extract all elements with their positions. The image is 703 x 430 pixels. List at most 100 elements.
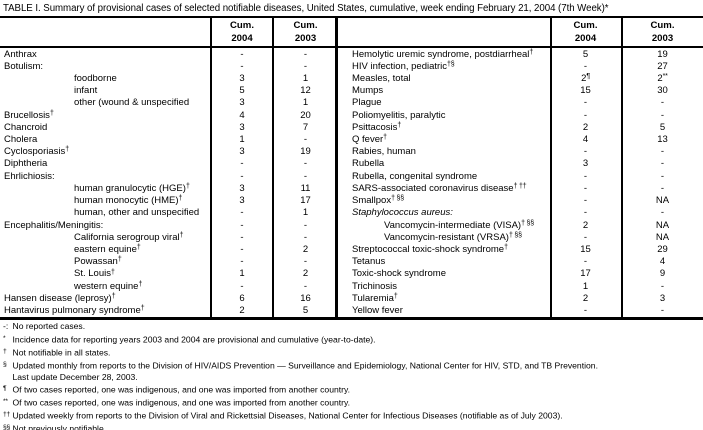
right-table-section: Hemolytic uremic syndrome, postdiarrheal… — [344, 49, 703, 318]
cum-2004-value: 1 — [239, 268, 245, 280]
cum-2003-value: 30 — [657, 85, 668, 97]
table-row: human, other and unspecified - 1 — [0, 207, 340, 219]
cum-2004-value: - — [583, 231, 588, 243]
cum-2003-value: - — [303, 170, 308, 182]
cum-2003-value: 5 — [302, 305, 309, 317]
cum-2004-value: 6 — [239, 292, 245, 304]
cum-2004-value: - — [583, 195, 588, 207]
footnote-line: †† Updated weekly from reports to the Div… — [3, 409, 701, 422]
footnote-text: No reported cases. — [12, 321, 86, 331]
cum-2003-value: - — [303, 280, 308, 292]
table-row: Mumps 15 30 — [344, 85, 703, 97]
disease-label: Tularemia† — [352, 292, 398, 304]
table-row: Ehrlichiosis: - - — [0, 171, 340, 183]
table-row: Smallpox† §§ - NA — [344, 195, 703, 207]
table-row: Diphtheria - - — [0, 158, 340, 170]
footnote-text: Updated monthly from reports to the Divi… — [12, 360, 598, 370]
column-header-year-label: 2004 — [231, 32, 253, 44]
cum-2004-value: 2 — [582, 219, 589, 231]
cum-2003-value: 16 — [300, 292, 311, 304]
cum-2004-value: 3 — [239, 195, 245, 207]
cum-2003-value: 1 — [302, 97, 309, 109]
table-row: Yellow fever - - — [344, 305, 703, 317]
cum-2004-value: 2 — [239, 305, 245, 317]
column-header-year-label: 2003 — [294, 32, 317, 44]
table-row: California serogroup viral† - - — [0, 232, 340, 244]
footnote-marker: † — [3, 347, 7, 355]
table-row: Tetanus - 4 — [344, 256, 703, 268]
column-header-left-2004: Cum. 2004 — [212, 20, 272, 45]
footnote-text: Not previously notifiable. — [12, 423, 107, 430]
footnote-line: Last update December 28, 2003. — [3, 372, 701, 384]
cum-2003-value: - — [660, 146, 665, 158]
disease-label: Brucellosis† — [4, 109, 54, 121]
cum-2003-value: 11 — [300, 182, 311, 194]
cum-2004-value: - — [240, 280, 244, 292]
cum-2004-value: 15 — [580, 244, 591, 255]
disease-label: Smallpox† §§ — [352, 195, 404, 207]
cum-2004-value: 17 — [580, 268, 591, 280]
column-header-right-2004: Cum. 2004 — [552, 20, 619, 45]
disease-label: Rubella, congenital syndrome — [352, 170, 478, 182]
disease-label: Tetanus — [352, 256, 386, 268]
cum-2003-value: 19 — [300, 146, 311, 158]
cum-2004-value: - — [583, 60, 588, 72]
cum-2004-value: 4 — [239, 109, 245, 121]
table-row: Streptococcal toxic-shock syndrome† 15 29 — [344, 244, 703, 256]
cum-2003-value: - — [303, 134, 308, 146]
footnote-line: * Incidence data for reporting years 2003… — [3, 333, 701, 346]
footnote-marker: * — [3, 334, 6, 342]
table-top-rule — [0, 16, 703, 18]
table-row: Cyclosporiasis† 3 19 — [0, 146, 340, 158]
column-header-cum-label: Cum. — [650, 20, 675, 31]
disease-label: Vancomycin-intermediate (VISA)† §§ — [384, 219, 534, 231]
disease-label: St. Louis† — [74, 268, 115, 280]
cum-2003-value: 12 — [300, 85, 311, 97]
disease-label: Measles, total — [352, 72, 411, 84]
footnote-text: Last update December 28, 2003. — [12, 371, 138, 382]
disease-label: Ehrlichiosis: — [4, 170, 55, 182]
table-row: eastern equine† - 2 — [0, 244, 340, 256]
cum-2003-value: - — [660, 97, 665, 109]
cum-2003-value: 3 — [659, 292, 666, 304]
cum-2003-value: 9 — [659, 268, 666, 280]
cum-2004-value: 5 — [582, 48, 589, 60]
disease-label: Trichinosis — [352, 280, 398, 292]
footnote-text: Of two cases reported, one was indigenou… — [12, 397, 351, 408]
table-row: Staphylococcus aureus: - - — [344, 207, 703, 219]
table-row: Q fever† 4 13 — [344, 134, 703, 146]
cum-2004-value: 2¶ — [581, 72, 590, 84]
column-rule — [621, 16, 623, 320]
cum-2003-value: NA — [655, 219, 670, 231]
disease-label: foodborne — [74, 72, 117, 84]
table-row: Hantavirus pulmonary syndrome† 2 5 — [0, 305, 340, 317]
table-row: Vancomycin-resistant (VRSA)† §§ - NA — [344, 232, 703, 244]
cum-2003-value: 1 — [302, 72, 309, 84]
disease-label: California serogroup viral† — [74, 231, 184, 243]
disease-label: Psittacosis† — [352, 121, 402, 133]
table-row: Vancomycin-intermediate (VISA)† §§ 2 NA — [344, 220, 703, 232]
disease-label: Powassan† — [74, 256, 122, 268]
cum-2004-value: 4 — [582, 134, 589, 146]
table-row: Powassan† - - — [0, 256, 340, 268]
disease-label: Hemolytic uremic syndrome, postdiarrheal… — [352, 48, 534, 60]
table-row: Rubella, congenital syndrome - - — [344, 171, 703, 183]
cum-2003-value: 29 — [657, 244, 668, 255]
cum-2004-value: 3 — [239, 121, 245, 133]
footnote-text: Updated weekly from reports to the Divis… — [12, 410, 563, 421]
table-row: western equine† - - — [0, 281, 340, 293]
cum-2004-value: - — [583, 109, 588, 121]
left-table-section: Anthrax - - Botulism: - - foodborne 3 1 infant 5 12… — [0, 49, 340, 318]
table-row: Anthrax - - — [0, 49, 340, 61]
table-row: HIV infection, pediatric†§ - 27 — [344, 61, 703, 73]
disease-label: Mumps — [352, 85, 384, 97]
disease-label: Poliomyelitis, paralytic — [352, 109, 446, 121]
disease-label: Cyclosporiasis† — [4, 146, 69, 158]
disease-label: Cholera — [4, 134, 38, 146]
disease-label: HIV infection, pediatric†§ — [352, 60, 455, 72]
cum-2004-value: - — [240, 60, 244, 72]
cum-2004-value: - — [583, 146, 588, 158]
footnote-marker: ¶ — [3, 385, 7, 392]
table-row: Toxic-shock syndrome 17 9 — [344, 268, 703, 280]
cum-2003-value: NA — [655, 231, 670, 243]
